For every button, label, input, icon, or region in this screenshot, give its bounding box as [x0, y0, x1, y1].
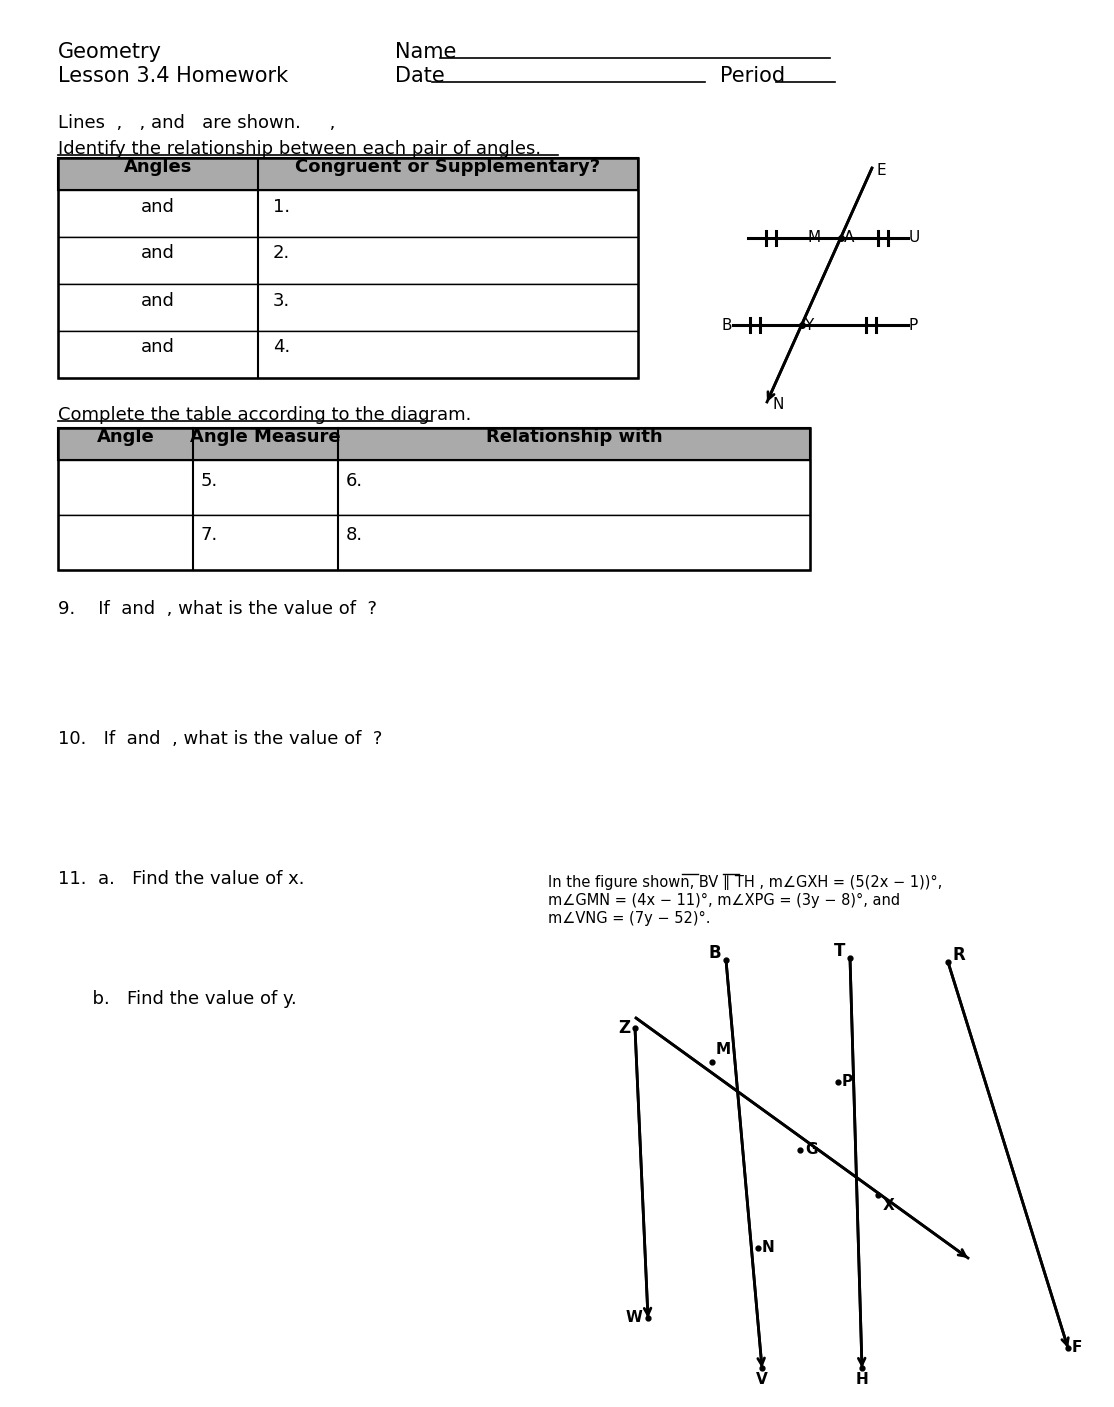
Text: 11.  a.   Find the value of x.: 11. a. Find the value of x. — [58, 870, 304, 888]
Bar — [58, 428, 810, 570]
Text: Identify the relationship between each pair of angles.: Identify the relationship between each p… — [58, 141, 541, 158]
Text: 3.: 3. — [273, 291, 291, 310]
Text: Angles: Angles — [124, 158, 193, 176]
Text: P: P — [909, 318, 918, 332]
Text: 4.: 4. — [273, 339, 291, 356]
Bar — [58, 236, 638, 284]
Text: and: and — [141, 197, 175, 215]
Text: 5.: 5. — [201, 471, 218, 490]
Text: Relationship with: Relationship with — [486, 428, 663, 446]
Text: m∠GMN = (4x − 11)°, m∠XPG = (3y − 8)°, and: m∠GMN = (4x − 11)°, m∠XPG = (3y − 8)°, a… — [548, 893, 900, 908]
Text: Angle: Angle — [97, 428, 155, 446]
Text: 9.    If  and  , what is the value of  ?: 9. If and , what is the value of ? — [58, 599, 377, 618]
Text: B: B — [709, 944, 721, 962]
Text: F: F — [1072, 1341, 1083, 1355]
Text: Complete the table according to the diagram.: Complete the table according to the diag… — [58, 407, 471, 424]
Bar — [58, 158, 638, 190]
Bar — [58, 158, 638, 378]
Text: and: and — [141, 245, 175, 263]
Text: E: E — [876, 163, 886, 179]
Text: 7.: 7. — [201, 526, 218, 545]
Bar — [58, 331, 638, 378]
Text: Date: Date — [395, 66, 444, 86]
Bar — [58, 428, 810, 460]
Text: X: X — [883, 1197, 895, 1213]
Text: Congruent or Supplementary?: Congruent or Supplementary? — [295, 158, 600, 176]
Text: M: M — [808, 231, 821, 245]
Text: 2.: 2. — [273, 245, 291, 263]
Text: U: U — [909, 231, 920, 245]
Text: N: N — [772, 397, 783, 412]
Text: P: P — [842, 1075, 853, 1089]
Bar — [58, 460, 810, 515]
Text: Angle Measure: Angle Measure — [190, 428, 341, 446]
Text: R: R — [952, 946, 965, 964]
Text: T: T — [833, 943, 846, 960]
Text: 8.: 8. — [346, 526, 363, 545]
Text: Name: Name — [395, 42, 457, 62]
Text: Geometry: Geometry — [58, 42, 162, 62]
Text: N: N — [762, 1241, 774, 1255]
Text: Z: Z — [618, 1019, 631, 1037]
Text: W: W — [625, 1310, 642, 1325]
Text: b.   Find the value of y.: b. Find the value of y. — [58, 991, 296, 1007]
Text: Lesson 3.4 Homework: Lesson 3.4 Homework — [58, 66, 289, 86]
Text: m∠VNG = (7y − 52)°.: m∠VNG = (7y − 52)°. — [548, 910, 711, 926]
Text: A: A — [843, 231, 854, 245]
Bar — [58, 515, 810, 570]
Text: H: H — [856, 1372, 869, 1387]
Text: 1.: 1. — [273, 197, 290, 215]
Text: Period: Period — [720, 66, 785, 86]
Text: and: and — [141, 291, 175, 310]
Text: In the figure shown, BV ∥ TH , m∠GXH = (5(2x − 1))°,: In the figure shown, BV ∥ TH , m∠GXH = (… — [548, 875, 942, 891]
Text: B: B — [722, 318, 732, 332]
Text: 6.: 6. — [346, 471, 363, 490]
Text: Y: Y — [804, 318, 814, 332]
Text: Lines  ,   , and   are shown.     ,: Lines , , and are shown. , — [58, 114, 335, 132]
Bar — [58, 284, 638, 331]
Text: and: and — [141, 339, 175, 356]
Text: M: M — [716, 1043, 731, 1057]
Text: 10.   If  and  , what is the value of  ?: 10. If and , what is the value of ? — [58, 730, 382, 749]
Bar — [58, 190, 638, 236]
Text: G: G — [805, 1142, 818, 1158]
Text: V: V — [756, 1372, 768, 1387]
